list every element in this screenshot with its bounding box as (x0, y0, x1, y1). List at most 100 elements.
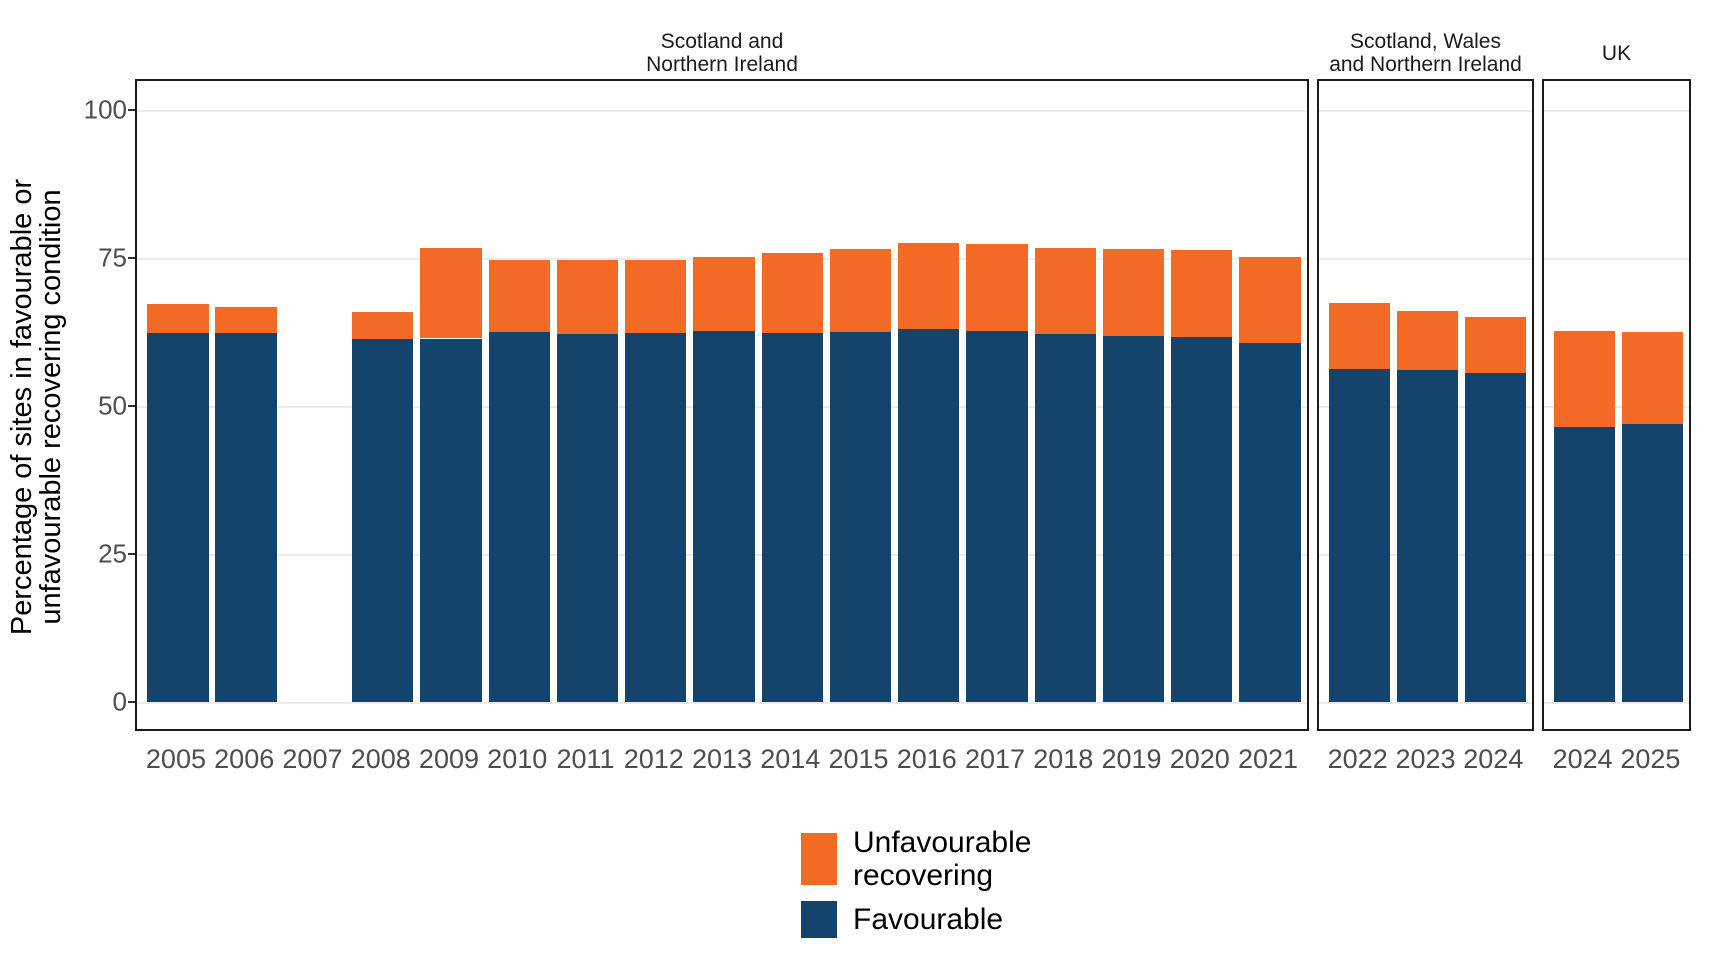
legend-label-line: Unfavourable (853, 826, 1032, 859)
bar-2017-unfavourable-recovering (966, 244, 1028, 331)
bar-2017-favourable (966, 330, 1028, 702)
x-tick-label-2007: 2007 (282, 744, 343, 774)
gridline-100 (1544, 110, 1689, 112)
bar-2021-unfavourable-recovering (1239, 257, 1301, 344)
legend-label-line: recovering (853, 859, 994, 892)
x-tick-label-2024: 2024 (1552, 744, 1613, 774)
bar-2006-unfavourable-recovering (215, 307, 277, 334)
gridline-100 (1319, 110, 1532, 112)
bar-2009-favourable (420, 338, 482, 702)
facet-title-line: UK (1601, 41, 1632, 65)
x-tick-label-2020: 2020 (1169, 744, 1230, 774)
bar-2019-unfavourable-recovering (1102, 249, 1165, 337)
x-tick-label-2021: 2021 (1237, 744, 1299, 774)
bar-2024-favourable (1464, 373, 1526, 702)
bar-2023-unfavourable-recovering (1396, 311, 1459, 371)
x-tick-label-2018: 2018 (1033, 744, 1094, 774)
bar-2021-favourable (1239, 343, 1301, 702)
bar-2022-unfavourable-recovering (1329, 302, 1391, 370)
bar-2019-favourable (1102, 336, 1165, 702)
gridline-0 (137, 702, 1307, 704)
x-tick-label-2012: 2012 (623, 744, 684, 774)
x-tick-label-2023: 2023 (1395, 744, 1456, 774)
y-tick-label-100: 100 (83, 94, 127, 125)
bar-2005-favourable (147, 332, 209, 702)
y-axis-title-line1: Percentage of sites in favourable or (6, 178, 38, 636)
bar-2024-unfavourable-recovering (1464, 317, 1526, 374)
bar-2018-unfavourable-recovering (1034, 247, 1096, 335)
chart-legend: Unfavourable recovering Favourable (801, 826, 1031, 938)
x-tick-label-2022: 2022 (1327, 744, 1388, 774)
legend-item-favourable: Favourable (801, 901, 1031, 938)
legend-swatch-unfavourable-recovering (801, 833, 837, 885)
legend-label-line: Favourable (853, 903, 1004, 936)
gridline-75 (1319, 258, 1532, 260)
bar-2020-favourable (1171, 336, 1233, 702)
bar-2025-unfavourable-recovering (1621, 332, 1683, 425)
x-tick-label-2011: 2011 (556, 744, 615, 774)
bar-2016-unfavourable-recovering (898, 243, 960, 330)
bar-2008-unfavourable-recovering (352, 311, 414, 340)
facet-title-1: Scotland, Wales and Northern Ireland (1317, 22, 1534, 84)
chart-panel-1 (1317, 79, 1534, 731)
bar-2024-unfavourable-recovering (1554, 330, 1616, 427)
bar-2012-favourable (625, 333, 687, 702)
facet-title-2: UK (1542, 22, 1691, 84)
facet-title-0: Scotland and Northern Ireland (135, 22, 1309, 84)
bar-2015-favourable (829, 332, 892, 702)
gridline-25 (1544, 554, 1689, 556)
bar-2010-favourable (488, 332, 550, 702)
y-tick-mark-75 (128, 257, 135, 259)
x-tick-label-2013: 2013 (691, 744, 753, 774)
facet-title-line: and Northern Ireland (1329, 53, 1522, 76)
bar-2018-favourable (1034, 334, 1096, 702)
y-tick-label-0: 0 (112, 686, 127, 717)
bar-2020-unfavourable-recovering (1171, 250, 1233, 337)
gridline-75 (1544, 258, 1689, 260)
x-tick-label-2008: 2008 (350, 744, 411, 774)
x-tick-label-2009: 2009 (418, 744, 480, 774)
bar-2012-unfavourable-recovering (625, 259, 687, 334)
legend-label-favourable: Favourable (853, 903, 1003, 936)
bar-2006-favourable (215, 333, 277, 702)
y-tick-mark-100 (128, 109, 135, 111)
y-tick-mark-50 (128, 405, 135, 407)
gridline-0 (1544, 702, 1689, 704)
bar-2024-favourable (1554, 426, 1616, 702)
bar-2025-favourable (1621, 424, 1683, 702)
legend-swatch-favourable (801, 901, 837, 938)
y-tick-mark-0 (128, 701, 135, 703)
facet-title-line: Scotland, Wales (1350, 30, 1501, 53)
bar-2010-unfavourable-recovering (488, 260, 550, 332)
legend-item-unfavourable-recovering: Unfavourable recovering (801, 826, 1031, 892)
bar-2014-unfavourable-recovering (761, 253, 823, 333)
y-tick-label-25: 25 (98, 538, 127, 569)
x-tick-label-2016: 2016 (896, 744, 957, 774)
y-tick-label-50: 50 (98, 390, 127, 421)
gridline-0 (1319, 702, 1532, 704)
bar-2009-unfavourable-recovering (420, 247, 482, 339)
bar-2016-favourable (898, 329, 960, 702)
x-tick-label-2006: 2006 (214, 744, 275, 774)
bar-2022-favourable (1329, 369, 1391, 702)
chart-panel-0 (135, 79, 1309, 731)
bar-2023-favourable (1396, 370, 1459, 702)
bar-2008-favourable (352, 339, 414, 702)
bar-2013-favourable (693, 331, 755, 702)
x-tick-label-2010: 2010 (487, 744, 548, 774)
x-tick-label-2014: 2014 (760, 744, 821, 774)
y-tick-label-75: 75 (98, 242, 127, 273)
chart-panel-2 (1542, 79, 1691, 731)
y-tick-mark-25 (128, 553, 135, 555)
legend-label-unfavourable-recovering: Unfavourable recovering (853, 826, 1031, 892)
bar-2013-unfavourable-recovering (693, 256, 755, 332)
x-tick-label-2015: 2015 (828, 744, 889, 774)
gridline-50 (1544, 406, 1689, 408)
bar-2011-favourable (556, 333, 619, 702)
gridline-100 (137, 110, 1307, 112)
x-tick-label-2025: 2025 (1620, 744, 1681, 774)
facet-title-line: Scotland and (660, 30, 784, 53)
x-tick-label-2005: 2005 (145, 744, 206, 774)
bar-2011-unfavourable-recovering (556, 260, 619, 334)
